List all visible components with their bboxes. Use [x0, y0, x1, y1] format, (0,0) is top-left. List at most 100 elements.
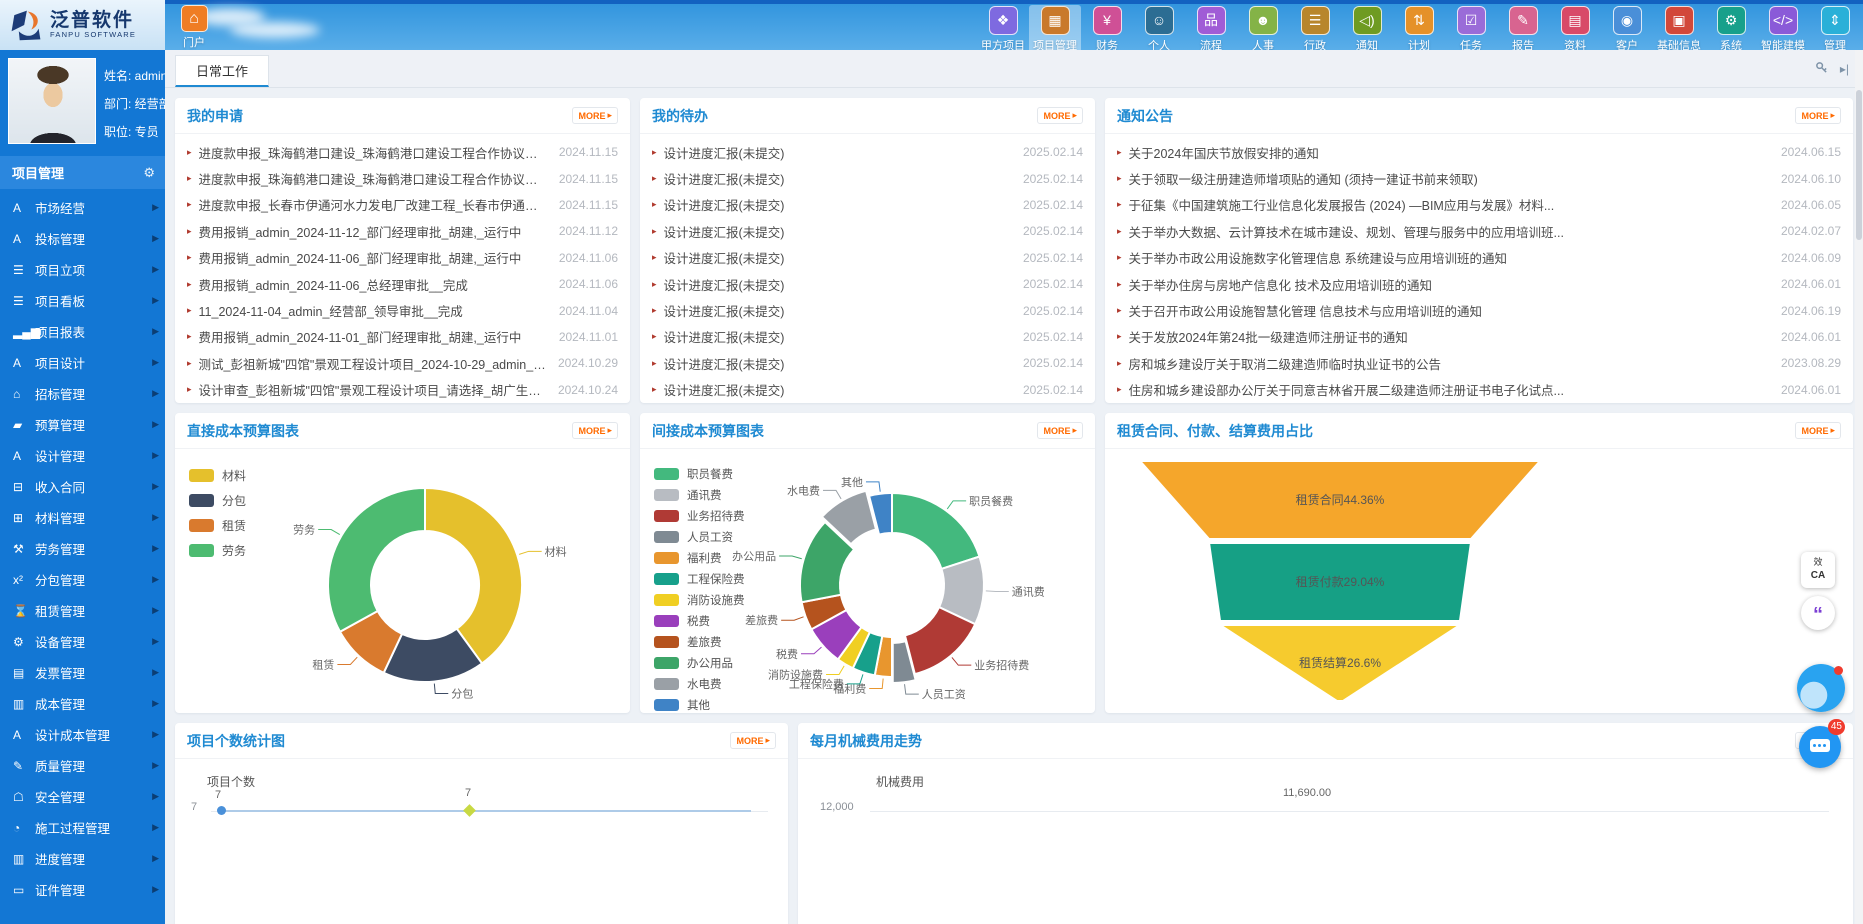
collapse-icon[interactable]: ▸|: [1839, 61, 1849, 76]
nav-item-12[interactable]: ◉ 客户: [1601, 5, 1653, 55]
scrollbar-thumb[interactable]: [1856, 90, 1862, 240]
sidebar-item-15[interactable]: ▤ 发票管理 ▶: [0, 657, 165, 688]
legend-item[interactable]: 租赁: [189, 513, 246, 538]
list-item[interactable]: ▸ 关于领取一级注册建造师增项贴的通知 (须持一建证书前来领取) 2024.06.1…: [1117, 165, 1841, 191]
tab-daily-work[interactable]: 日常工作: [175, 55, 270, 87]
nav-item-9[interactable]: ☑ 任务: [1445, 5, 1497, 55]
sidebar-item-8[interactable]: A 设计管理 ▶: [0, 440, 165, 471]
list-item[interactable]: ▸ 费用报销_admin_2024-11-06_部门经理审批_胡建,_运行中 202…: [187, 245, 618, 271]
list-item[interactable]: ▸ 进度款申报_珠海鹤港口建设_珠海鹤港口建设工程合作协议书_admin_... 2…: [187, 165, 618, 191]
list-item[interactable]: ▸ 关于2024年国庆节放假安排的通知 2024.06.15: [1117, 139, 1841, 165]
funnel-segment-租赁付款[interactable]: [1207, 542, 1473, 622]
sidebar-item-19[interactable]: ☖ 安全管理 ▶: [0, 781, 165, 812]
list-item[interactable]: ▸ 设计进度汇报(未提交) 2025.02.14: [652, 245, 1083, 271]
list-item[interactable]: ▸ 费用报销_admin_2024-11-12_部门经理审批_胡建,_运行中 202…: [187, 218, 618, 244]
list-item[interactable]: ▸ 设计进度汇报(未提交) 2025.02.14: [652, 377, 1083, 403]
sidebar-item-14[interactable]: ⚙ 设备管理 ▶: [0, 626, 165, 657]
list-item[interactable]: ▸ 关于举办住房与房地产信息化 技术及应用培训班的通知 2024.06.01: [1117, 271, 1841, 297]
list-item[interactable]: ▸ 进度款申报_长春市伊通河水力发电厂改建工程_长春市伊通河水力发电... 2024…: [187, 192, 618, 218]
more-button[interactable]: MORE▸: [1037, 107, 1083, 124]
settings-gear-icon[interactable]: ⚙: [143, 164, 155, 180]
list-item[interactable]: ▸ 设计进度汇报(未提交) 2025.02.14: [652, 218, 1083, 244]
list-item[interactable]: ▸ 设计进度汇报(未提交) 2025.02.14: [652, 165, 1083, 191]
sidebar-item-0[interactable]: A 市场经营 ▶: [0, 192, 165, 223]
legend-item[interactable]: 分包: [189, 488, 246, 513]
sidebar-section-project-management[interactable]: 项目管理 ⚙: [0, 156, 165, 189]
legend-item[interactable]: 税费: [654, 610, 745, 631]
nav-item-5[interactable]: ☻ 人事: [1237, 5, 1289, 55]
sidebar-item-11[interactable]: ⚒ 劳务管理 ▶: [0, 533, 165, 564]
nav-item-16[interactable]: ⇕ 管理: [1809, 5, 1861, 55]
list-item[interactable]: ▸ 设计进度汇报(未提交) 2025.02.14: [652, 192, 1083, 218]
list-item[interactable]: ▸ 设计进度汇报(未提交) 2025.02.14: [652, 139, 1083, 165]
legend-item[interactable]: 水电费: [654, 673, 745, 694]
list-item[interactable]: ▸ 房和城乡建设厅关于取消二级建造师临时执业证书的公告 2023.08.29: [1117, 350, 1841, 376]
legend-item[interactable]: 工程保险费: [654, 568, 745, 589]
legend-item[interactable]: 消防设施费: [654, 589, 745, 610]
more-button[interactable]: MORE▸: [1795, 107, 1841, 124]
list-item[interactable]: ▸ 于征集《中国建筑施工行业信息化发展报告 (2024) —BIM应用与发展》材料…: [1117, 192, 1841, 218]
nav-item-13[interactable]: ▣ 基础信息: [1653, 5, 1705, 55]
list-item[interactable]: ▸ 测试_彭祖新城"四馆"景观工程设计项目_2024-10-29_admin_结束…: [187, 350, 618, 376]
sidebar-item-4[interactable]: ▂▄▆ 项目报表 ▶: [0, 316, 165, 347]
sidebar-item-2[interactable]: ☰ 项目立项 ▶: [0, 254, 165, 285]
more-button[interactable]: MORE▸: [1795, 422, 1841, 439]
legend-item[interactable]: 人员工资: [654, 526, 745, 547]
sidebar-item-18[interactable]: ✎ 质量管理 ▶: [0, 750, 165, 781]
project-count-line-chart[interactable]: 项目个数 7 7 7: [175, 759, 788, 924]
sidebar-item-16[interactable]: ▥ 成本管理 ▶: [0, 688, 165, 719]
nav-item-0[interactable]: ❖ 甲方项目: [977, 5, 1029, 55]
sidebar-item-6[interactable]: ⌂ 招标管理 ▶: [0, 378, 165, 409]
sidebar-item-12[interactable]: x² 分包管理 ▶: [0, 564, 165, 595]
list-item[interactable]: ▸ 关于举办市政公用设施数字化管理信息 系统建设与应用培训班的通知 2024.06.…: [1117, 245, 1841, 271]
sidebar-item-20[interactable]: ◔ 施工过程管理 ▶: [0, 812, 165, 843]
list-item[interactable]: ▸ 设计进度汇报(未提交) 2025.02.14: [652, 324, 1083, 350]
donut-slice-办公用品[interactable]: [799, 520, 856, 604]
ca-certificate-widget[interactable]: 效 CA: [1801, 552, 1835, 588]
list-item[interactable]: ▸ 设计进度汇报(未提交) 2025.02.14: [652, 271, 1083, 297]
legend-item[interactable]: 材料: [189, 463, 246, 488]
legend-item[interactable]: 其他: [654, 694, 745, 713]
list-item[interactable]: ▸ 11_2024-11-04_admin_经营部_领导审批__完成 2024.11…: [187, 297, 618, 323]
list-item[interactable]: ▸ 进度款申报_珠海鹤港口建设_珠海鹤港口建设工程合作协议书_admin_... 2…: [187, 139, 618, 165]
sidebar-item-17[interactable]: A 设计成本管理 ▶: [0, 719, 165, 750]
funnel-segment-租赁合同[interactable]: [1137, 460, 1543, 540]
legend-item[interactable]: 业务招待费: [654, 505, 745, 526]
sidebar-item-10[interactable]: ⊞ 材料管理 ▶: [0, 502, 165, 533]
legend-item[interactable]: 通讯费: [654, 484, 745, 505]
donut-slice-水电费[interactable]: [820, 489, 878, 546]
sidebar-item-9[interactable]: ⊟ 收入合同 ▶: [0, 471, 165, 502]
donut-slice-职员餐费[interactable]: [891, 491, 981, 571]
donut-slice-劳务[interactable]: [327, 486, 426, 634]
indirect-cost-donut-chart[interactable]: 职员餐费通讯费业务招待费人员工资福利费工程保险费消防设施费税费差旅费办公用品水电…: [640, 449, 1095, 712]
funnel-segment-租赁结算[interactable]: [1216, 624, 1464, 702]
sidebar-item-13[interactable]: ⌛ 租赁管理 ▶: [0, 595, 165, 626]
nav-item-8[interactable]: ⇅ 计划: [1393, 5, 1445, 55]
nav-item-6[interactable]: ☰ 行政: [1289, 5, 1341, 55]
list-item[interactable]: ▸ 设计审查_彭祖新城"四馆"景观工程设计项目_请选择_胡广生_2024-10-2…: [187, 377, 618, 403]
donut-slice-材料[interactable]: [424, 486, 523, 665]
nav-item-1[interactable]: ▦ 项目管理: [1029, 5, 1081, 55]
list-item[interactable]: ▸ 费用报销_admin_2024-11-01_部门经理审批_胡建,_运行中 202…: [187, 324, 618, 350]
nav-item-14[interactable]: ⚙ 系统: [1705, 5, 1757, 55]
more-button[interactable]: MORE▸: [730, 732, 776, 749]
key-icon[interactable]: [1815, 61, 1828, 77]
nav-item-portal[interactable]: ⌂ 门户: [172, 5, 216, 50]
assistant-widget[interactable]: [1797, 664, 1845, 712]
legend-item[interactable]: 办公用品: [654, 652, 745, 673]
nav-item-11[interactable]: ▤ 资料: [1549, 5, 1601, 55]
data-point-marker[interactable]: [463, 804, 476, 817]
nav-item-4[interactable]: 品流程: [1185, 5, 1237, 55]
more-button[interactable]: MORE▸: [572, 422, 618, 439]
nav-item-3[interactable]: ☺ 个人: [1133, 5, 1185, 55]
legend-item[interactable]: 福利费: [654, 547, 745, 568]
list-item[interactable]: ▸ 关于举办大数据、云计算技术在城市建设、规划、管理与服务中的应用培训班... 20…: [1117, 218, 1841, 244]
sidebar-item-21[interactable]: ▥ 进度管理 ▶: [0, 843, 165, 874]
more-button[interactable]: MORE▸: [572, 107, 618, 124]
nav-item-7[interactable]: ◁) 通知: [1341, 5, 1393, 55]
sidebar-item-3[interactable]: ☰ 项目看板 ▶: [0, 285, 165, 316]
nav-item-10[interactable]: ✎ 报告: [1497, 5, 1549, 55]
legend-item[interactable]: 差旅费: [654, 631, 745, 652]
list-item[interactable]: ▸ 设计进度汇报(未提交) 2025.02.14: [652, 350, 1083, 376]
